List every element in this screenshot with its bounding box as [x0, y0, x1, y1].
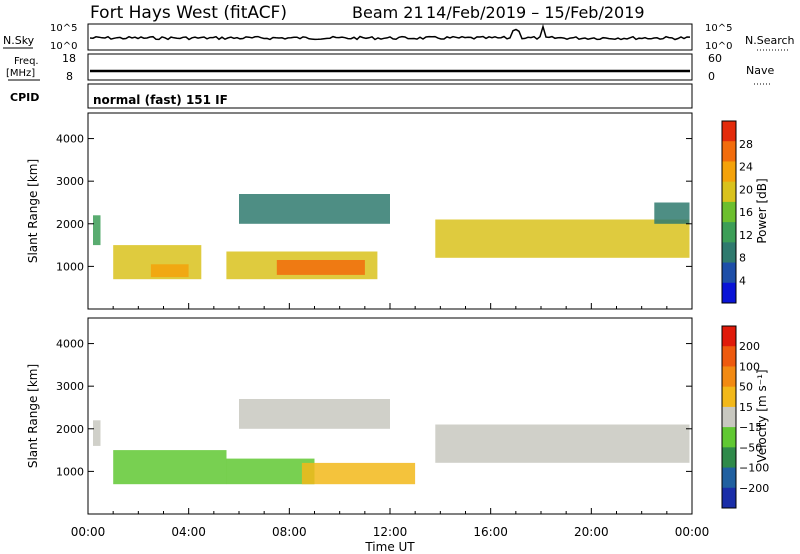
- velocity-xtick-label-1: 04:00: [171, 525, 206, 539]
- velocity-ytick-label-3: 4000: [56, 338, 84, 351]
- nave-tick-top: 60: [708, 52, 722, 65]
- velocity-colorbar-swatch-5: [722, 427, 736, 448]
- beam-label: Beam 21: [352, 3, 424, 22]
- cpid-text: normal (fast) 151 IF: [93, 93, 228, 107]
- velocity-ytick-label-1: 2000: [56, 423, 84, 436]
- power-x-ticks: [87, 303, 693, 309]
- freq-unit: [MHz]: [6, 68, 35, 79]
- power-colorbar-tick-3: 16: [739, 206, 753, 219]
- cpid-panel: [87, 83, 693, 109]
- velocity-colorbar-swatch-8: [722, 487, 736, 509]
- velocity-xtick-label-5: 20:00: [574, 525, 609, 539]
- velocity-colorbar-tick-0: 200: [739, 340, 760, 353]
- velocity-xtick-label-2: 08:00: [272, 525, 307, 539]
- power-heatmap-cells: [93, 194, 690, 280]
- power-colorbar-tick-0: 4: [739, 274, 746, 287]
- date-range: 14/Feb/2019 – 15/Feb/2019: [426, 3, 645, 22]
- velocity-xtick-label-4: 16:00: [473, 525, 508, 539]
- freq-panel: [87, 53, 693, 81]
- velocity-y-ticks: 1000 2000 3000 4000: [56, 338, 692, 478]
- velocity-colorbar-swatch-1: [722, 346, 736, 367]
- power-colorbar-swatch-0: [722, 121, 736, 142]
- nave-tick-bottom: 0: [708, 70, 715, 83]
- velocity-colorbar-swatch-0: [722, 326, 736, 347]
- power-band-6: [435, 219, 690, 258]
- velocity-colorbar-swatch-6: [722, 447, 736, 469]
- velocity-band-4: [239, 399, 390, 429]
- nsky-tick-top: 10^5: [50, 23, 77, 34]
- power-colorbar-swatch-4: [722, 201, 736, 223]
- nsky-label: N.Sky: [3, 34, 35, 47]
- velocity-xtick-label-0: 00:00: [71, 525, 106, 539]
- velocity-x-ticks: 00:00 04:00 08:00 12:00 16:00 20:00 00:00: [71, 508, 710, 539]
- power-colorbar-tick-4: 20: [739, 183, 753, 196]
- freq-tick-top: 18: [62, 52, 76, 65]
- velocity-colorbar-tick-4: −15: [739, 421, 762, 434]
- power-colorbar-swatch-7: [722, 262, 736, 284]
- nsearch-tick-bottom: 10^0: [705, 41, 732, 52]
- velocity-ytick-label-0: 1000: [56, 465, 84, 478]
- power-colorbar-swatch-2: [722, 161, 736, 183]
- velocity-xtick-label-6: 00:00: [675, 525, 710, 539]
- power-colorbar-label: Power [dB]: [755, 178, 769, 243]
- power-colorbar-frame: [721, 120, 737, 304]
- velocity-heatmap-cells: [93, 399, 690, 485]
- x-axis-label: Time UT: [364, 540, 415, 554]
- power-band-0: [93, 215, 101, 246]
- velocity-colorbar-swatch-4: [722, 406, 736, 428]
- velocity-colorbar-frame: [721, 325, 737, 509]
- power-colorbar-swatch-3: [722, 181, 736, 203]
- velocity-band-3: [301, 462, 416, 485]
- velocity-colorbar-tick-7: −200: [739, 482, 769, 495]
- power-colorbar-tick-2: 12: [739, 229, 753, 242]
- power-band-5: [239, 194, 390, 224]
- velocity-ylabel: Slant Range [km]: [26, 364, 40, 468]
- velocity-colorbar-tick-2: 50: [739, 381, 753, 394]
- freq-label: Freq.: [14, 56, 39, 67]
- nsearch-label: N.Search: [745, 34, 795, 47]
- velocity-ytick-label-2: 3000: [56, 380, 84, 393]
- velocity-band-5: [435, 424, 690, 463]
- velocity-band-1: [113, 450, 227, 485]
- nsky-panel: [87, 23, 693, 51]
- power-ytick-label-1: 2000: [56, 218, 84, 231]
- power-colorbar-tick-1: 8: [739, 252, 746, 265]
- velocity-colorbar-tick-1: 100: [739, 360, 760, 373]
- power-colorbar-swatch-8: [722, 282, 736, 304]
- freq-tick-bottom: 8: [66, 70, 73, 83]
- velocity-colorbar: 200 100 50 15 −15 −50 −100 −200: [721, 325, 769, 509]
- power-colorbar-swatch-1: [722, 141, 736, 162]
- power-ytick-label-3: 4000: [56, 133, 84, 146]
- velocity-colorbar-swatch-7: [722, 467, 736, 489]
- power-ytick-label-2: 3000: [56, 175, 84, 188]
- station-title: Fort Hays West (fitACF): [90, 3, 287, 23]
- power-band-4: [276, 260, 365, 275]
- velocity-band-2: [226, 458, 315, 485]
- velocity-xtick-label-3: 12:00: [373, 525, 408, 539]
- velocity-band-0: [93, 420, 101, 446]
- power-colorbar-swatch-5: [722, 222, 736, 243]
- power-y-ticks: 1000 2000 3000 4000: [56, 133, 692, 273]
- nave-label: Nave: [746, 64, 774, 77]
- power-band-7: [654, 202, 690, 224]
- power-colorbar-swatch-6: [722, 242, 736, 264]
- velocity-colorbar-label: Velocity [m s⁻¹]: [755, 369, 769, 462]
- nsky-trace: [89, 24, 691, 41]
- power-ylabel: Slant Range [km]: [26, 159, 40, 263]
- velocity-colorbar-tick-6: −100: [739, 462, 769, 475]
- nsearch-tick-top: 10^5: [705, 23, 732, 34]
- power-band-2: [150, 264, 189, 278]
- power-colorbar: 4 8 12 16 20 24 28: [721, 120, 753, 304]
- nsky-tick-bottom: 10^0: [50, 41, 77, 52]
- velocity-colorbar-tick-5: −50: [739, 441, 762, 454]
- cpid-label: CPID: [10, 91, 39, 104]
- power-colorbar-tick-5: 24: [739, 161, 753, 174]
- power-colorbar-tick-6: 28: [739, 138, 753, 151]
- power-ytick-label-0: 1000: [56, 260, 84, 273]
- velocity-colorbar-swatch-2: [722, 366, 736, 388]
- velocity-colorbar-swatch-3: [722, 386, 736, 408]
- velocity-colorbar-tick-3: 15: [739, 401, 753, 414]
